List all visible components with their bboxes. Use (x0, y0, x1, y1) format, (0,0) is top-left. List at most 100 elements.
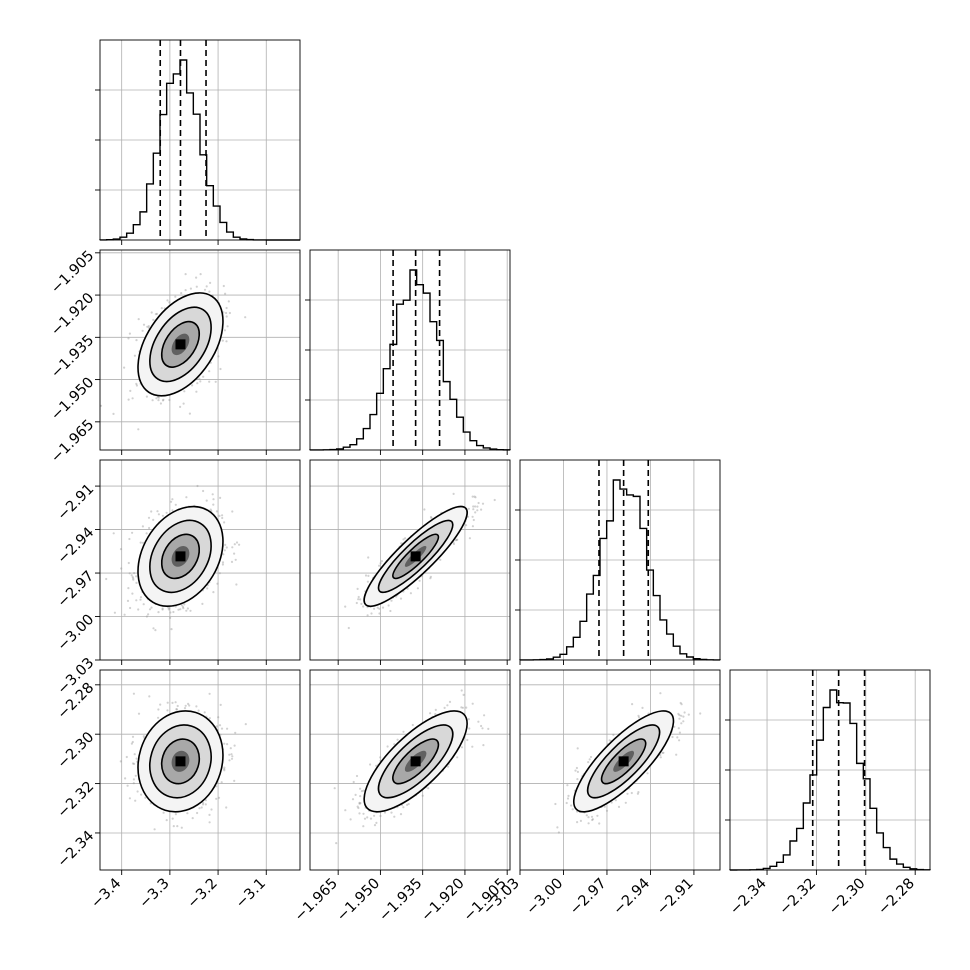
scatter-point (157, 513, 160, 516)
scatter-point (169, 611, 172, 614)
scatter-point (471, 515, 474, 518)
scatter-point (429, 577, 432, 580)
scatter-point (171, 701, 174, 705)
scatter-point (474, 511, 477, 514)
scatter-point (153, 828, 156, 831)
scatter-point (184, 289, 187, 292)
scatter-point (452, 542, 456, 546)
scatter-point (390, 811, 393, 814)
scatter-point (217, 716, 220, 719)
y-tick-label: −3.00 (55, 612, 98, 655)
scatter-point (465, 706, 468, 709)
scatter-point (135, 382, 138, 385)
scatter-point (126, 599, 130, 603)
scatter-point (565, 801, 568, 805)
scatter-point (205, 499, 208, 502)
scatter-point (112, 412, 115, 415)
scatter-point (129, 606, 132, 610)
scatter-point (226, 727, 229, 730)
scatter-point (142, 323, 146, 326)
scatter-point (179, 608, 182, 611)
scatter-point (166, 701, 169, 704)
scatter-point (231, 755, 234, 758)
scatter-point (229, 747, 232, 750)
scatter-point (468, 727, 471, 730)
scatter-point (224, 543, 227, 547)
scatter-point (481, 502, 485, 505)
scatter-point (150, 510, 153, 513)
scatter-point (141, 329, 144, 332)
scatter-point (131, 592, 134, 595)
scatter-point (112, 532, 115, 535)
scatter-point (402, 538, 405, 541)
scatter-point (123, 613, 126, 616)
scatter-point (174, 503, 177, 506)
scatter-point (362, 812, 365, 815)
scatter-point (206, 587, 209, 590)
scatter-point (448, 700, 452, 704)
scatter-point (141, 525, 144, 528)
scatter-point (221, 516, 224, 520)
scatter-point (369, 763, 372, 766)
density-peak (410, 551, 421, 562)
scatter-point (659, 692, 662, 695)
scatter-point (119, 760, 122, 763)
scatter-point (225, 546, 228, 549)
scatter-point (225, 311, 228, 315)
scatter-point (418, 579, 421, 582)
scatter-point (683, 711, 686, 714)
scatter-point (587, 761, 590, 764)
y-tick-label: −2.94 (55, 525, 98, 568)
scatter-point (120, 567, 123, 570)
scatter-point (579, 819, 583, 823)
density-peak (175, 551, 186, 562)
scatter-point (125, 755, 128, 759)
scatter-point (180, 604, 183, 607)
scatter-point (373, 607, 376, 610)
scatter-panel-2-1 (309, 459, 511, 665)
scatter-point (238, 543, 241, 546)
scatter-point (119, 548, 123, 551)
scatter-point (171, 498, 174, 501)
scatter-point (132, 692, 135, 695)
scatter-point (223, 549, 226, 552)
scatter-point (235, 583, 238, 586)
scatter-point (217, 355, 220, 358)
scatter-point (471, 702, 474, 705)
scatter-point (145, 532, 148, 535)
scatter-point (136, 790, 139, 793)
scatter-point (145, 395, 148, 398)
scatter-point (150, 606, 153, 609)
panel-frame (99, 249, 301, 451)
scatter-point (157, 708, 160, 711)
scatter-point (161, 607, 164, 610)
scatter-point (462, 693, 465, 697)
scatter-point (460, 689, 463, 692)
scatter-point (148, 608, 152, 611)
scatter-point (132, 778, 135, 781)
scatter-point (205, 285, 208, 288)
scatter-point (186, 812, 189, 815)
scatter-point (203, 711, 206, 714)
scatter-point (226, 743, 229, 746)
scatter-point (363, 817, 367, 820)
scatter-point (188, 412, 191, 415)
scatter-point (421, 794, 424, 797)
scatter-point (344, 809, 347, 812)
scatter-point (154, 629, 157, 632)
scatter-point (165, 819, 168, 822)
scatter-point (181, 605, 185, 609)
scatter-point (134, 774, 137, 777)
scatter-point (406, 803, 409, 807)
histogram-step (309, 269, 511, 451)
scatter-point (166, 299, 169, 302)
scatter-point (208, 813, 211, 817)
scatter-point (131, 531, 134, 534)
scatter-point (191, 817, 194, 820)
scatter-point (212, 498, 215, 501)
scatter-point (195, 705, 198, 708)
scatter-point (362, 605, 365, 608)
scatter-point (393, 815, 396, 818)
scatter-point (646, 772, 649, 775)
scatter-point (135, 581, 138, 585)
